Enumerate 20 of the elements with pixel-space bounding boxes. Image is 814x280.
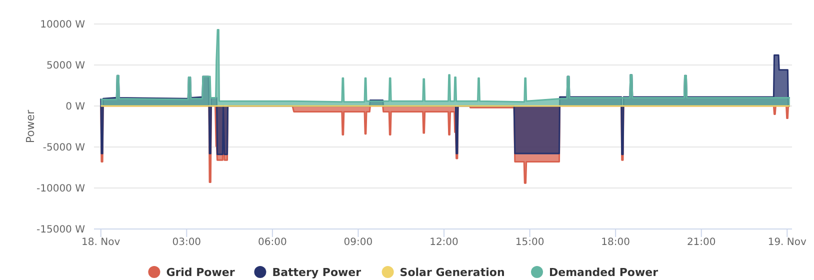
x-tick-label: 18:00 bbox=[601, 237, 630, 248]
y-tick-label: -5000 W bbox=[42, 142, 86, 154]
y-axis-title: Power bbox=[24, 109, 37, 144]
x-tick-label: 21:00 bbox=[686, 237, 716, 248]
y-tick-label: -15000 W bbox=[36, 224, 86, 236]
y-tick-label: 10000 W bbox=[40, 20, 86, 30]
legend-label: Battery Power bbox=[272, 266, 362, 279]
x-tick-label: 03:00 bbox=[172, 237, 202, 248]
x-tick-label: 19. Nov bbox=[768, 237, 807, 248]
y-tick-label: 5000 W bbox=[46, 60, 86, 72]
x-tick-label: 15:00 bbox=[515, 237, 544, 248]
x-tick-label: 12:00 bbox=[430, 237, 458, 248]
x-tick-label: 18. Nov bbox=[82, 237, 120, 248]
x-tick-label: 06:00 bbox=[258, 237, 287, 248]
legend-label: Demanded Power bbox=[549, 266, 659, 279]
legend-label: Grid Power bbox=[166, 266, 236, 279]
y-tick-label: -10000 W bbox=[36, 184, 86, 194]
x-tick-label: 09:00 bbox=[344, 237, 373, 248]
y-tick-label: 0 W bbox=[66, 102, 86, 112]
legend-label: Solar Generation bbox=[400, 266, 505, 279]
